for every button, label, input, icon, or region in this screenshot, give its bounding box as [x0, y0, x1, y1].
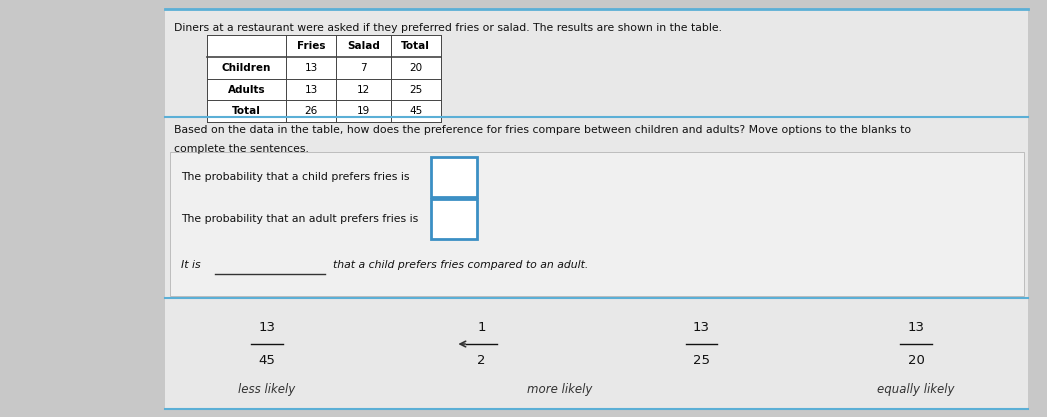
FancyBboxPatch shape — [431, 157, 477, 197]
Text: Salad: Salad — [347, 41, 380, 51]
Text: Diners at a restaurant were asked if they preferred fries or salad. The results : Diners at a restaurant were asked if the… — [174, 23, 721, 33]
Text: The probability that a child prefers fries is: The probability that a child prefers fri… — [181, 172, 409, 182]
Text: The probability that an adult prefers fries is: The probability that an adult prefers fr… — [181, 214, 419, 224]
Text: 12: 12 — [357, 85, 370, 95]
Text: 13: 13 — [305, 85, 317, 95]
Text: complete the sentences.: complete the sentences. — [174, 144, 309, 154]
Text: 45: 45 — [259, 354, 275, 367]
Text: 45: 45 — [409, 106, 422, 116]
Text: 13: 13 — [305, 63, 317, 73]
Text: 26: 26 — [305, 106, 317, 116]
Text: 13: 13 — [693, 321, 710, 334]
Text: 7: 7 — [360, 63, 366, 73]
Text: 19: 19 — [357, 106, 370, 116]
Bar — [207, 35, 441, 122]
Text: 2: 2 — [477, 354, 486, 367]
Text: It is: It is — [181, 260, 201, 270]
Text: 25: 25 — [409, 85, 422, 95]
Text: less likely: less likely — [239, 383, 295, 397]
Text: Fries: Fries — [296, 41, 326, 51]
Bar — [165, 9, 1028, 409]
Text: more likely: more likely — [528, 383, 593, 397]
Text: 20: 20 — [409, 63, 422, 73]
Text: Based on the data in the table, how does the preference for fries compare betwee: Based on the data in the table, how does… — [174, 125, 911, 135]
Text: equally likely: equally likely — [877, 383, 955, 397]
Text: Children: Children — [222, 63, 271, 73]
Text: that a child prefers fries compared to an adult.: that a child prefers fries compared to a… — [333, 260, 588, 270]
Text: 20: 20 — [908, 354, 925, 367]
Text: Adults: Adults — [228, 85, 265, 95]
Text: 13: 13 — [908, 321, 925, 334]
Text: 13: 13 — [259, 321, 275, 334]
Text: Total: Total — [401, 41, 430, 51]
Bar — [170, 152, 1024, 296]
Text: Total: Total — [232, 106, 261, 116]
FancyBboxPatch shape — [431, 199, 477, 239]
Text: 1: 1 — [477, 321, 486, 334]
Text: 25: 25 — [693, 354, 710, 367]
